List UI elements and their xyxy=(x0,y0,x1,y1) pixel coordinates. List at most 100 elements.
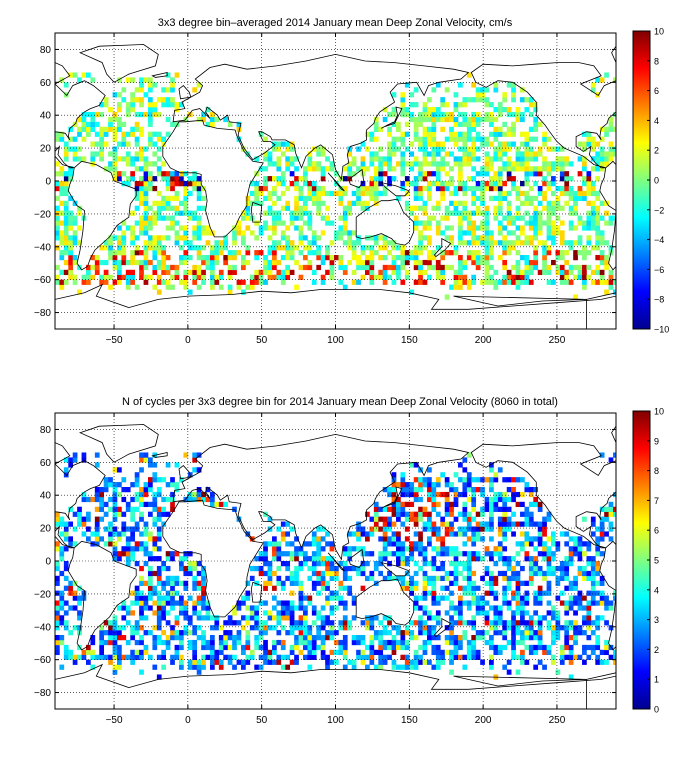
coast-outline xyxy=(470,442,616,549)
bin-cell xyxy=(307,635,313,641)
bin-cell xyxy=(506,171,512,177)
bin-cell xyxy=(418,269,423,276)
bin-cell xyxy=(179,279,184,285)
bin-cell xyxy=(170,635,175,641)
bin-cell xyxy=(551,230,556,236)
bin-cell xyxy=(422,235,428,241)
bin-cell xyxy=(55,195,60,202)
bin-cell xyxy=(187,255,193,261)
bin-cell xyxy=(528,521,534,527)
bin-cell xyxy=(316,551,322,557)
bin-cell xyxy=(515,107,521,113)
bin-cell xyxy=(156,215,162,221)
bin-cell xyxy=(373,649,379,656)
coast-outline xyxy=(250,201,263,223)
bin-cell xyxy=(236,136,242,142)
bin-cell xyxy=(342,225,348,231)
bin-cell xyxy=(170,82,175,88)
bin-cell xyxy=(537,185,543,192)
colorbar-tick-label: 0 xyxy=(654,176,659,186)
bin-cell xyxy=(511,639,516,646)
bin-cell xyxy=(139,491,144,498)
bin-cell xyxy=(422,477,428,483)
bin-cell xyxy=(418,274,423,280)
bin-cell xyxy=(130,590,136,596)
bin-cell xyxy=(334,605,339,611)
bin-cell xyxy=(546,161,552,167)
bin-cell xyxy=(143,166,149,172)
colorbar-tick-label: −4 xyxy=(654,235,664,245)
bin-cell xyxy=(263,654,268,660)
bin-cell xyxy=(143,491,149,498)
bin-cell xyxy=(506,190,512,197)
bin-cell xyxy=(608,279,614,285)
bin-cell xyxy=(502,506,508,512)
bin-cell xyxy=(471,654,477,660)
bin-cell xyxy=(391,279,397,285)
bin-cell xyxy=(117,225,122,231)
bin-cell xyxy=(112,516,118,522)
bin-cell xyxy=(112,551,118,557)
bin-cell xyxy=(196,496,202,503)
bin-cell xyxy=(218,274,224,280)
bin-cell xyxy=(502,235,508,241)
bin-cell xyxy=(325,245,330,251)
bin-cell xyxy=(515,185,521,192)
bin-cell xyxy=(396,161,401,167)
bin-cell xyxy=(520,654,525,660)
bin-cell xyxy=(307,161,313,167)
bin-cell xyxy=(103,274,109,280)
bin-cell xyxy=(55,516,60,522)
bin-cell xyxy=(586,171,592,177)
bin-cell xyxy=(90,274,96,280)
bin-cell xyxy=(608,215,614,221)
bin-cell xyxy=(418,171,423,177)
bin-cell xyxy=(103,654,109,660)
bin-cell xyxy=(555,200,561,206)
bin-cell xyxy=(125,77,131,83)
colorbar-tick-label: 7 xyxy=(654,496,659,506)
bin-cell xyxy=(422,551,428,557)
bin-cell xyxy=(139,181,144,187)
bin-cell xyxy=(236,635,242,641)
bin-cell xyxy=(152,496,158,503)
bin-cell xyxy=(493,590,499,596)
coast-outline xyxy=(178,465,192,480)
bin-cell xyxy=(360,531,366,537)
bin-cell xyxy=(484,181,490,187)
bin-cell xyxy=(55,235,60,241)
bin-cell xyxy=(484,496,490,503)
bin-cell xyxy=(590,600,596,606)
bin-cell xyxy=(484,185,490,192)
bin-cell xyxy=(276,161,282,167)
bin-cell xyxy=(515,551,521,557)
bin-cell xyxy=(218,659,224,665)
bin-cell xyxy=(298,649,304,656)
bin-cell xyxy=(307,225,313,231)
bin-cell xyxy=(68,146,74,152)
bin-cell xyxy=(152,269,158,276)
bin-cell xyxy=(418,511,423,517)
bin-cell xyxy=(449,521,454,527)
bin-cell xyxy=(506,111,512,118)
bin-cell xyxy=(338,195,344,202)
colorbar-tick-label: 0 xyxy=(654,705,659,715)
bin-cell xyxy=(311,620,317,626)
bin-cell xyxy=(435,615,441,621)
bin-cell xyxy=(595,176,601,182)
bin-cell xyxy=(94,541,100,547)
bin-cell xyxy=(347,659,353,665)
bin-cell xyxy=(440,141,446,147)
bin-cell xyxy=(311,565,317,572)
bin-cell xyxy=(192,245,198,251)
bin-cell xyxy=(227,620,233,626)
bin-cell xyxy=(555,185,561,192)
bin-cell xyxy=(564,625,570,631)
bin-cell xyxy=(391,264,397,271)
bin-cell xyxy=(196,230,202,236)
bin-cell xyxy=(506,269,512,276)
bin-cell xyxy=(121,181,127,187)
bin-cell xyxy=(382,654,388,660)
bin-cell xyxy=(449,600,454,606)
bin-cell xyxy=(117,121,122,128)
